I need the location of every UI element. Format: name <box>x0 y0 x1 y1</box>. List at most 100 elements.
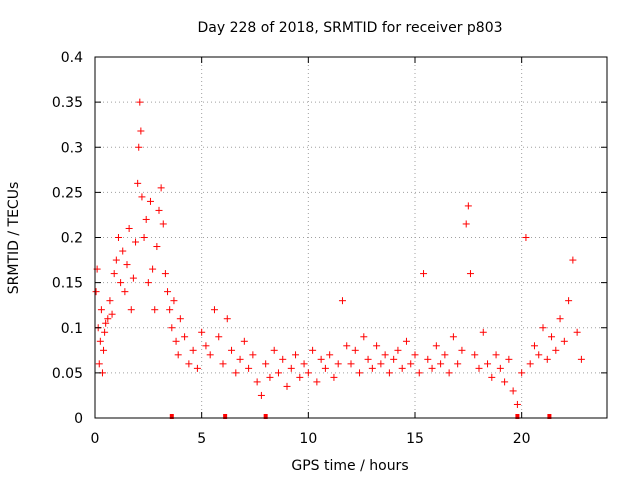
data-point <box>428 364 436 372</box>
data-point <box>108 310 116 318</box>
data-point <box>373 342 381 350</box>
bottom-mark <box>223 414 228 419</box>
data-point <box>159 220 167 228</box>
data-point <box>565 297 573 305</box>
bottom-mark <box>169 414 174 419</box>
data-point <box>170 297 178 305</box>
data-point <box>432 342 440 350</box>
data-point <box>360 333 368 341</box>
data-point <box>464 202 472 210</box>
data-point <box>573 328 581 336</box>
data-point <box>142 215 150 223</box>
data-point <box>123 261 131 269</box>
tick-labels: 0 0.05 0.1 0.15 0.2 0.25 0.3 0.35 0.4 0 5 10 15 20 <box>52 50 531 447</box>
data-point <box>151 306 159 314</box>
data-point <box>466 270 474 278</box>
x-tick-label: 15 <box>406 431 424 447</box>
data-point <box>189 346 197 354</box>
data-point <box>164 288 172 296</box>
data-point <box>104 315 112 323</box>
data-point <box>321 364 329 372</box>
data-point <box>106 297 114 305</box>
data-point <box>135 143 143 151</box>
y-tick-label: 0.25 <box>52 185 83 201</box>
data-point <box>535 351 543 359</box>
data-point <box>509 387 517 395</box>
data-point <box>262 360 270 368</box>
data-point <box>368 364 376 372</box>
data-point <box>92 288 100 296</box>
data-point <box>283 382 291 390</box>
data-point <box>394 346 402 354</box>
y-tick-label: 0.35 <box>52 95 83 111</box>
data-point <box>381 351 389 359</box>
data-point <box>132 238 140 246</box>
data-point <box>424 355 432 363</box>
data-point <box>518 369 526 377</box>
data-point <box>140 234 148 241</box>
data-point <box>462 220 470 228</box>
data-point <box>569 256 577 264</box>
data-point <box>100 346 108 354</box>
data-point <box>198 328 206 336</box>
data-point <box>174 351 182 359</box>
data-point <box>458 346 466 354</box>
data-point <box>292 351 300 359</box>
data-point <box>449 333 457 341</box>
data-point <box>420 270 428 278</box>
data-point <box>398 364 406 372</box>
data-point <box>157 184 165 192</box>
bottom-marks <box>169 414 552 419</box>
data-point <box>245 364 253 372</box>
x-tick-label: 5 <box>197 431 206 447</box>
data-point <box>168 324 176 332</box>
bottom-mark <box>515 414 520 419</box>
data-point <box>338 297 346 305</box>
data-point <box>136 98 144 106</box>
data-point <box>484 360 492 368</box>
data-point <box>347 360 355 368</box>
data-point <box>522 234 530 241</box>
data-point <box>146 197 154 205</box>
y-tick-label: 0.15 <box>52 276 83 292</box>
data-point <box>296 373 304 381</box>
data-point <box>110 270 118 278</box>
data-point <box>270 346 278 354</box>
data-point <box>210 306 218 314</box>
data-point <box>364 355 372 363</box>
data-point <box>326 351 334 359</box>
data-point <box>181 333 189 341</box>
data-point <box>526 360 534 368</box>
data-point <box>402 337 410 345</box>
data-point <box>287 364 295 372</box>
data-point <box>101 328 109 336</box>
data-point <box>475 364 483 372</box>
data-point <box>317 355 325 363</box>
data-point <box>172 337 180 345</box>
data-point <box>407 360 415 368</box>
data-point <box>445 369 453 377</box>
data-point <box>334 360 342 368</box>
data-point <box>548 333 556 341</box>
data-point <box>161 270 169 278</box>
data-point <box>97 306 105 314</box>
x-tick-label: 20 <box>513 431 531 447</box>
y-tick-label: 0.4 <box>61 50 83 66</box>
data-point <box>236 355 244 363</box>
data-point <box>343 342 351 350</box>
data-point <box>441 351 449 359</box>
x-axis-label: GPS time / hours <box>291 458 408 474</box>
y-tick-label: 0.1 <box>61 321 83 337</box>
data-point <box>543 355 551 363</box>
data-point <box>129 274 137 282</box>
y-tick-label: 0.3 <box>61 140 83 156</box>
data-point <box>202 342 210 350</box>
data-point <box>95 360 103 368</box>
chart-title: Day 228 of 2018, SRMTID for receiver p80… <box>197 20 502 36</box>
data-point <box>137 127 145 135</box>
data-point <box>219 360 227 368</box>
data-point <box>415 369 423 377</box>
y-tick-label: 0 <box>74 411 83 427</box>
